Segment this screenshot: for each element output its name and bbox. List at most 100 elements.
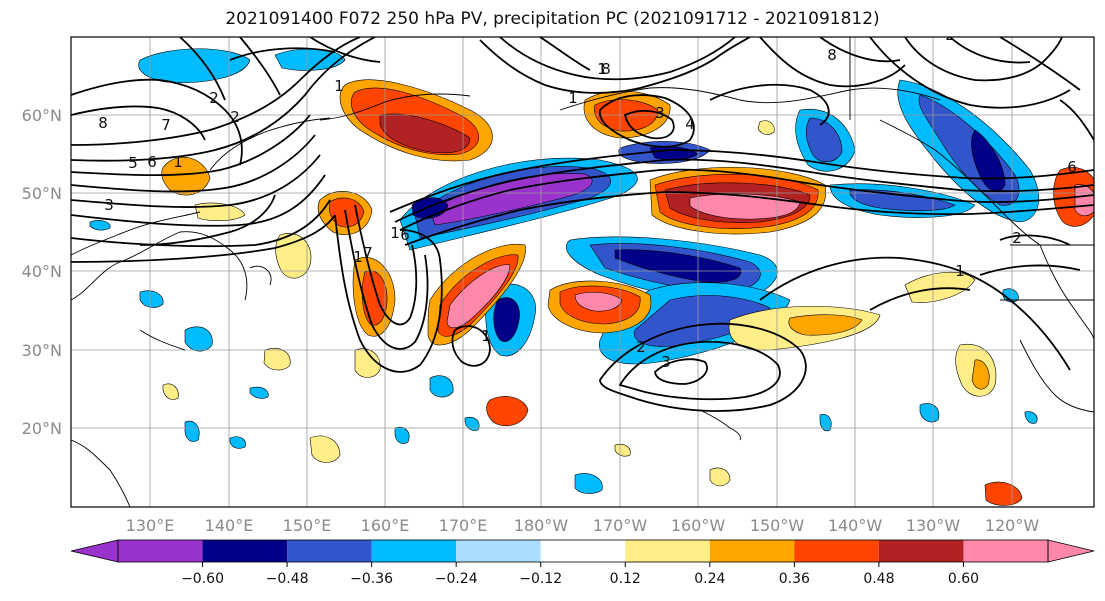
pv-contour-label: 2 (1012, 229, 1022, 247)
colorbar-tick-label: −0.12 (519, 571, 562, 587)
pv-contour-label: 5 (128, 154, 138, 172)
colorbar-segment (709, 540, 795, 562)
colorbar-segment (878, 540, 964, 562)
precip-anomaly-region (138, 48, 251, 83)
colorbar-tick-label: −0.24 (435, 571, 478, 587)
longitude-labels: 130°E 140°E 150°E 160°E 170°E 180°W 170°W 160°W… (126, 516, 1040, 535)
precipitation-shading (89, 48, 1094, 506)
precip-anomaly-region (849, 189, 956, 211)
precip-anomaly-region (184, 420, 200, 442)
longitude-label: 170°E (439, 516, 488, 535)
precip-anomaly-region (429, 375, 454, 398)
pv-contour-label: 6 (1067, 158, 1077, 176)
precip-anomaly-region (984, 481, 1023, 506)
precip-anomaly-region (574, 473, 603, 494)
precip-anomaly-region (574, 291, 623, 312)
precip-anomaly-region (464, 417, 480, 431)
pv-contour-label: 1 (334, 77, 344, 95)
precip-anomaly-region (263, 348, 291, 371)
pv-contour-label: 8 (601, 60, 611, 78)
pv-contours (71, 37, 1094, 412)
colorbar-max-arrow (1047, 539, 1095, 563)
pv-contour-label: 7 (161, 116, 171, 134)
colorbar-min-arrow (70, 539, 119, 563)
colorbar-tick-label: 0.12 (610, 571, 641, 587)
colorbar-segment (456, 540, 541, 562)
colorbar-segment (118, 540, 203, 562)
precip-anomaly-region (493, 297, 520, 342)
longitude-label: 170°W (593, 516, 648, 535)
colorbar-tick-label: 0.48 (863, 571, 894, 587)
pv-contour-label: 1 (481, 327, 491, 345)
colorbar-tick-label: −0.48 (266, 571, 309, 587)
longitude-label: 140°E (205, 516, 254, 535)
pv-contour-label: 4 (685, 115, 695, 133)
colorbar-tick-label: 0.36 (779, 571, 810, 587)
pv-contour-label: 1 (955, 262, 965, 280)
pv-contour-label: 7 (363, 244, 373, 262)
colorbar-segment (794, 540, 879, 562)
longitude-label: 160°W (671, 516, 726, 535)
precip-anomaly-region (161, 156, 211, 196)
latitude-label: 60°N (22, 106, 62, 125)
colorbar-tick-label: −0.60 (181, 571, 224, 587)
pv-contour-label: 3 (655, 104, 665, 122)
longitude-label: 130°E (126, 516, 175, 535)
pv-contour-label: 2 (945, 26, 955, 44)
precip-anomaly-region (919, 403, 940, 423)
precip-anomaly-region (614, 249, 742, 283)
colorbar-segment (371, 540, 457, 562)
colorbar-tick-label: 0.24 (694, 571, 725, 587)
precip-anomaly-region (184, 326, 213, 352)
longitude-label: 150°E (283, 516, 332, 535)
longitude-label: 150°W (750, 516, 805, 535)
precip-anomaly-region (1024, 411, 1038, 424)
pv-contour-label: 8 (98, 114, 108, 132)
pv-contour-label: 6 (147, 153, 157, 171)
map-title: 2021091400 F072 250 hPa PV, precipitatio… (225, 9, 880, 29)
precip-anomaly-region (486, 396, 529, 426)
precip-anomaly-region (354, 348, 381, 378)
colorbar-segment (287, 540, 372, 562)
colorbar-tick-label: −0.36 (350, 571, 393, 587)
pv-contour-label: 2 (636, 338, 646, 356)
pv-contour-label: 3 (104, 196, 114, 214)
colorbar-segment (202, 540, 288, 562)
pv-contour-label: 1 (173, 153, 183, 171)
pv-contour-label: 3 (661, 353, 671, 371)
precip-anomaly-region (805, 117, 843, 163)
pv-contour-label: 2 (230, 108, 240, 126)
colorbar-frame (117, 539, 1049, 563)
precip-anomaly-region (89, 220, 111, 231)
precip-anomaly-region (162, 383, 179, 400)
latitude-labels: 60°N 50°N 40°N 30°N 20°N (22, 106, 62, 438)
colorbar-segment (625, 540, 710, 562)
precip-anomaly-region (249, 386, 269, 399)
longitude-label: 140°W (828, 516, 883, 535)
colorbar: −0.60 −0.48 −0.36 −0.24 −0.12 0.12 0.24 0.36 0.4… (70, 539, 1095, 587)
precip-anomaly-region (689, 193, 801, 220)
lat-lon-gridlines (71, 37, 1094, 507)
colorbar-segment (540, 540, 626, 562)
precip-anomaly-region (614, 443, 631, 457)
map-frame (70, 36, 1095, 508)
precip-anomaly-region (309, 435, 341, 463)
precip-anomaly-region (709, 467, 731, 487)
latitude-label: 50°N (22, 184, 62, 203)
latitude-label: 40°N (22, 262, 62, 281)
pv-contour-label: 8 (827, 46, 837, 64)
precip-anomaly-region (275, 233, 312, 279)
latitude-label: 30°N (22, 341, 62, 360)
longitude-label: 160°E (361, 516, 410, 535)
pv-contour-label: 1 (597, 60, 607, 78)
latitude-label: 20°N (22, 419, 62, 438)
longitude-label: 130°W (906, 516, 961, 535)
pv-contour-label: 2 (209, 89, 219, 107)
colorbar-segment (963, 540, 1048, 562)
precip-anomaly-region (379, 113, 471, 154)
precip-anomaly-region (274, 48, 346, 71)
precip-anomaly-region (139, 290, 164, 308)
precip-anomaly-region (971, 359, 990, 390)
longitude-label: 180°W (514, 516, 569, 535)
